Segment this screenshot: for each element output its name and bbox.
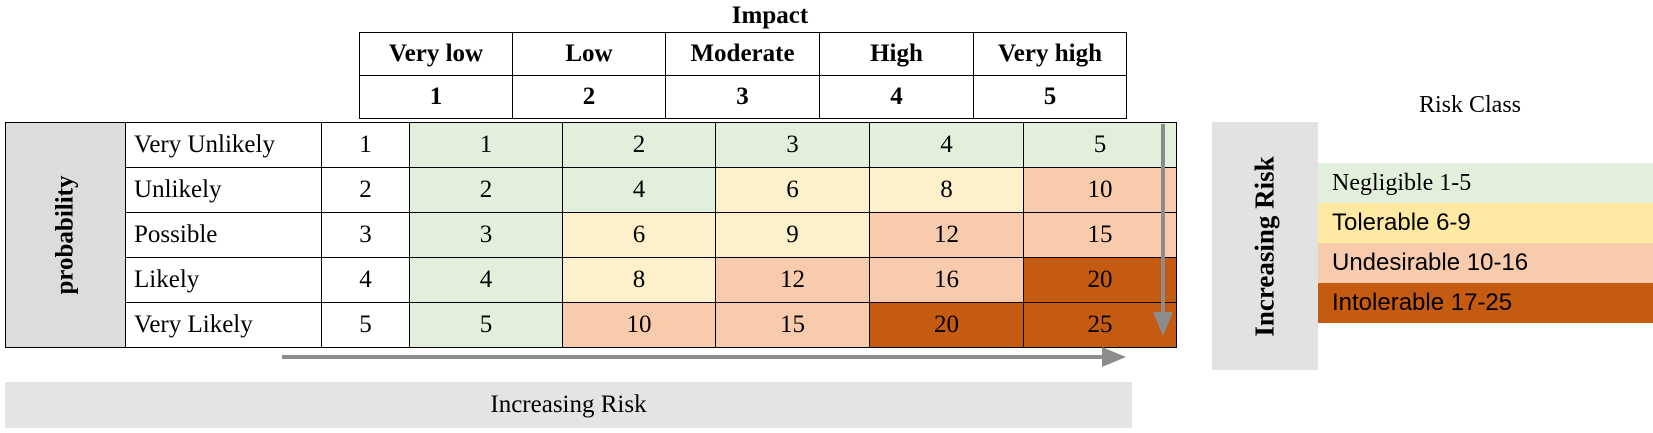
risk-cell: 6 [562, 212, 717, 258]
risk-cell: 10 [562, 302, 717, 348]
impact-label: Moderate [665, 32, 820, 76]
risk-cell: 1 [409, 122, 564, 168]
legend-item-tolerable: Tolerable 6-9 [1318, 203, 1653, 243]
risk-cell: 12 [869, 212, 1025, 258]
matrix-row: Possible 3 3 6 9 12 15 [6, 212, 1178, 258]
increasing-risk-bottom-label: Increasing Risk [490, 391, 647, 418]
impact-title: Impact [731, 2, 809, 29]
impact-value: 4 [819, 75, 974, 119]
impact-value: 1 [359, 75, 513, 119]
risk-cell: 10 [1023, 167, 1178, 213]
risk-cell: 12 [715, 257, 871, 303]
risk-cell: 16 [869, 257, 1025, 303]
risk-cell: 15 [1023, 212, 1178, 258]
matrix-row: Likely 4 4 8 12 16 20 [6, 257, 1178, 303]
increasing-risk-side-label: Increasing Risk [1249, 155, 1280, 337]
risk-cell: 5 [1023, 122, 1178, 168]
probability-value: 1 [321, 122, 411, 168]
probability-value: 5 [321, 302, 411, 348]
probability-axis: probability [4, 122, 127, 348]
impact-value-row: 1 2 3 4 5 [359, 75, 1127, 119]
legend-item-label: Intolerable 17-25 [1332, 289, 1513, 316]
legend-title: Risk Class [1418, 91, 1522, 118]
impact-value: 3 [665, 75, 820, 119]
probability-label: Very Likely [125, 302, 323, 348]
impact-header-table: Very low Low Moderate High Very high 1 2… [359, 32, 1127, 119]
risk-cell: 3 [715, 122, 871, 168]
probability-value: 4 [321, 257, 411, 303]
risk-cell: 20 [1023, 257, 1178, 303]
probability-label: Very Unlikely [125, 122, 323, 168]
impact-label-row: Very low Low Moderate High Very high [359, 32, 1127, 76]
risk-cell: 9 [715, 212, 871, 258]
risk-matrix: probability Very Unlikely 1 1 2 3 4 5 Un… [4, 122, 1178, 348]
increasing-risk-side-box: Increasing Risk [1212, 122, 1318, 370]
probability-label: Unlikely [125, 167, 323, 213]
risk-cell: 4 [869, 122, 1025, 168]
legend-item-undesirable: Undesirable 10-16 [1318, 243, 1653, 283]
impact-label: Very high [973, 32, 1127, 76]
increasing-risk-bottom-bar: Increasing Risk [5, 382, 1132, 428]
legend-item-intolerable: Intolerable 17-25 [1318, 283, 1653, 323]
impact-value: 5 [973, 75, 1127, 119]
vertical-arrow [1153, 124, 1173, 336]
risk-cell: 8 [562, 257, 717, 303]
horizontal-arrow [282, 347, 1126, 367]
matrix-row: probability Very Unlikely 1 1 2 3 4 5 [4, 122, 1178, 348]
impact-value: 2 [512, 75, 666, 119]
legend-item-label: Negligible 1-5 [1332, 169, 1472, 196]
matrix-row: Unlikely 2 2 4 6 8 10 [6, 167, 1178, 213]
risk-cell: 15 [715, 302, 871, 348]
risk-cell: 8 [869, 167, 1025, 213]
risk-cell: 2 [409, 167, 564, 213]
probability-value: 3 [321, 212, 411, 258]
legend-item-negligible: Negligible 1-5 [1318, 163, 1653, 203]
legend-item-label: Undesirable 10-16 [1332, 249, 1529, 276]
impact-label: High [819, 32, 974, 76]
impact-label: Very low [359, 32, 513, 76]
risk-cell: 25 [1023, 302, 1178, 348]
risk-cell: 5 [409, 302, 564, 348]
risk-cell: 20 [869, 302, 1025, 348]
risk-cell: 3 [409, 212, 564, 258]
legend-item-label: Tolerable 6-9 [1332, 209, 1471, 236]
matrix-row: Very Likely 5 5 10 15 20 25 [6, 302, 1178, 348]
probability-label: Likely [125, 257, 323, 303]
risk-cell: 6 [715, 167, 871, 213]
